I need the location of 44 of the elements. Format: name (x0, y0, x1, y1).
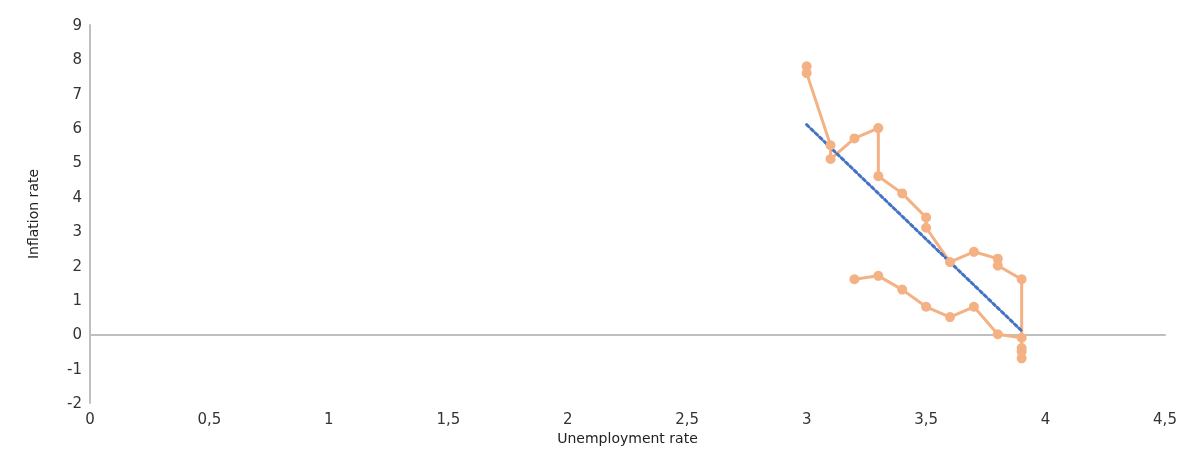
point (921, 212, 932, 223)
point (897, 284, 908, 295)
x-tick-label: 2,5 (675, 409, 700, 428)
y-tick-label: 9 (72, 16, 82, 34)
y-tick-label: -2 (67, 394, 82, 412)
point (873, 171, 884, 182)
point (992, 329, 1003, 340)
point (945, 312, 955, 323)
x-tick-label: 2 (563, 409, 573, 428)
point (801, 68, 812, 79)
x-tick-label: 0 (85, 409, 95, 428)
point (849, 274, 860, 285)
point (873, 123, 884, 134)
x-axis-title: Unemployment rate (557, 430, 698, 446)
point (873, 270, 884, 281)
point (968, 246, 979, 257)
y-tick-label: -1 (67, 359, 82, 378)
point (921, 222, 932, 233)
y-tick-label: 4 (72, 187, 82, 206)
y-tick-label: 7 (72, 84, 82, 103)
y-tick-label: 0 (72, 325, 82, 344)
y-tick-label: 1 (72, 290, 82, 309)
point (968, 301, 979, 312)
point (945, 257, 955, 268)
point (921, 301, 932, 312)
point (849, 133, 860, 144)
x-tick-label: 4 (1040, 409, 1051, 428)
point (1016, 274, 1027, 285)
y-tick-label: 3 (72, 222, 82, 241)
y-tick-label: 2 (72, 256, 82, 275)
y-tick-label: 6 (72, 119, 82, 138)
point (1016, 332, 1027, 343)
point (825, 154, 836, 165)
y-tick-label: 5 (72, 153, 82, 172)
x-tick-label: 1,5 (436, 409, 461, 428)
x-tick-label: 3,5 (914, 409, 939, 428)
y-tick-label: 8 (72, 50, 82, 69)
point (897, 188, 908, 199)
point (825, 140, 836, 151)
x-tick-label: 0,5 (197, 409, 222, 428)
x-tick-label: 1 (324, 409, 334, 428)
y-axis-title: Inflation rate (25, 168, 41, 260)
x-tick-label: 3 (801, 409, 812, 428)
x-tick-label: 4,5 (1153, 409, 1177, 428)
